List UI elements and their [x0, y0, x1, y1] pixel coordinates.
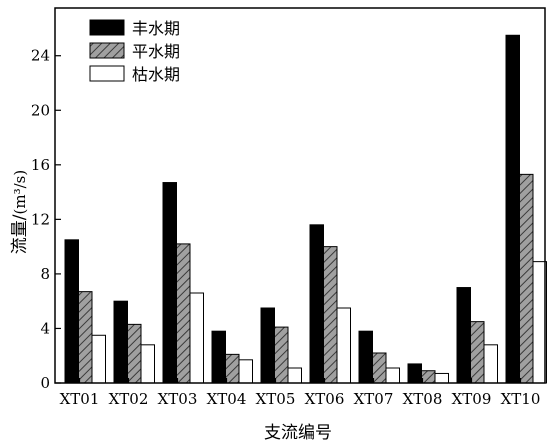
x-category-label: XT06	[305, 390, 345, 408]
bar-xt08-series-3	[434, 372, 449, 384]
bar-xt04-series-2	[225, 353, 240, 384]
bar-xt03-series-1	[162, 182, 177, 384]
legend-swatch-2	[89, 42, 125, 59]
bar-xt01-series-3	[91, 334, 106, 384]
plot-frame	[54, 7, 546, 384]
bar-xt09-series-3	[483, 344, 498, 384]
x-categories-layer: XT01 XT02 XT03 XT04 XT05 XT06 XT07 XT08 XT09 XT10	[60, 378, 541, 408]
y-tick-label: 16	[31, 156, 50, 174]
x-axis-label: 支流编号	[264, 423, 332, 443]
x-category-label: XT05	[256, 390, 296, 408]
legend-swatch-1	[89, 19, 125, 36]
x-category-label: XT10	[501, 390, 541, 408]
bar-xt07-series-2	[372, 352, 387, 384]
bar-xt05-series-1	[260, 307, 275, 384]
x-category-label: XT08	[403, 390, 443, 408]
legend-label-2: 平水期	[132, 42, 180, 61]
bar-xt07-series-3	[385, 367, 400, 384]
bar-xt09-series-1	[456, 287, 471, 384]
legend-label-1: 丰水期	[132, 19, 180, 38]
bar-xt03-series-2	[176, 243, 191, 384]
x-category-label: XT07	[354, 390, 394, 408]
bar-xt10-series-1	[505, 34, 520, 384]
y-tick-label: 20	[31, 101, 50, 119]
y-axis-label-main: 流量/	[10, 214, 30, 254]
bar-xt04-series-3	[238, 359, 253, 384]
bar-xt01-series-1	[64, 239, 79, 384]
y-tick-label: 12	[31, 210, 50, 228]
legend-label-3: 枯水期	[132, 65, 180, 84]
y-axis-label: 流量/(m³/s)	[10, 170, 30, 254]
y-tick-label: 24	[31, 47, 50, 65]
y-axis-label-unit: (m³/s)	[11, 170, 29, 215]
x-category-label: XT09	[452, 390, 492, 408]
bar-xt02-series-2	[127, 323, 142, 384]
x-category-label: XT04	[207, 390, 247, 408]
bar-xt05-series-2	[274, 326, 289, 384]
bar-xt02-series-3	[140, 344, 155, 384]
bar-xt02-series-1	[113, 300, 128, 384]
bar-xt01-series-2	[78, 291, 93, 384]
x-category-label: XT01	[60, 390, 100, 408]
y-tick-label: 4	[40, 319, 50, 337]
bars-layer	[64, 34, 547, 384]
y-tick-label: 0	[40, 374, 50, 392]
x-category-label: XT03	[158, 390, 198, 408]
y-tick-label: 8	[40, 265, 50, 283]
bar-xt03-series-3	[189, 292, 204, 384]
bar-xt08-series-1	[407, 363, 422, 384]
bar-xt05-series-3	[287, 367, 302, 384]
bar-xt04-series-1	[211, 330, 226, 384]
bar-xt06-series-3	[336, 307, 351, 384]
legend-swatch-3	[89, 65, 125, 82]
bar-xt09-series-2	[470, 321, 485, 384]
bar-xt06-series-1	[309, 224, 324, 384]
bar-xt07-series-1	[358, 330, 373, 384]
bar-xt08-series-2	[421, 370, 436, 384]
y-ticks-layer: 0 4 8 12 16 20 24	[31, 47, 61, 392]
x-category-label: XT02	[109, 390, 149, 408]
bar-xt06-series-2	[323, 246, 338, 384]
bar-xt10-series-2	[519, 173, 534, 384]
